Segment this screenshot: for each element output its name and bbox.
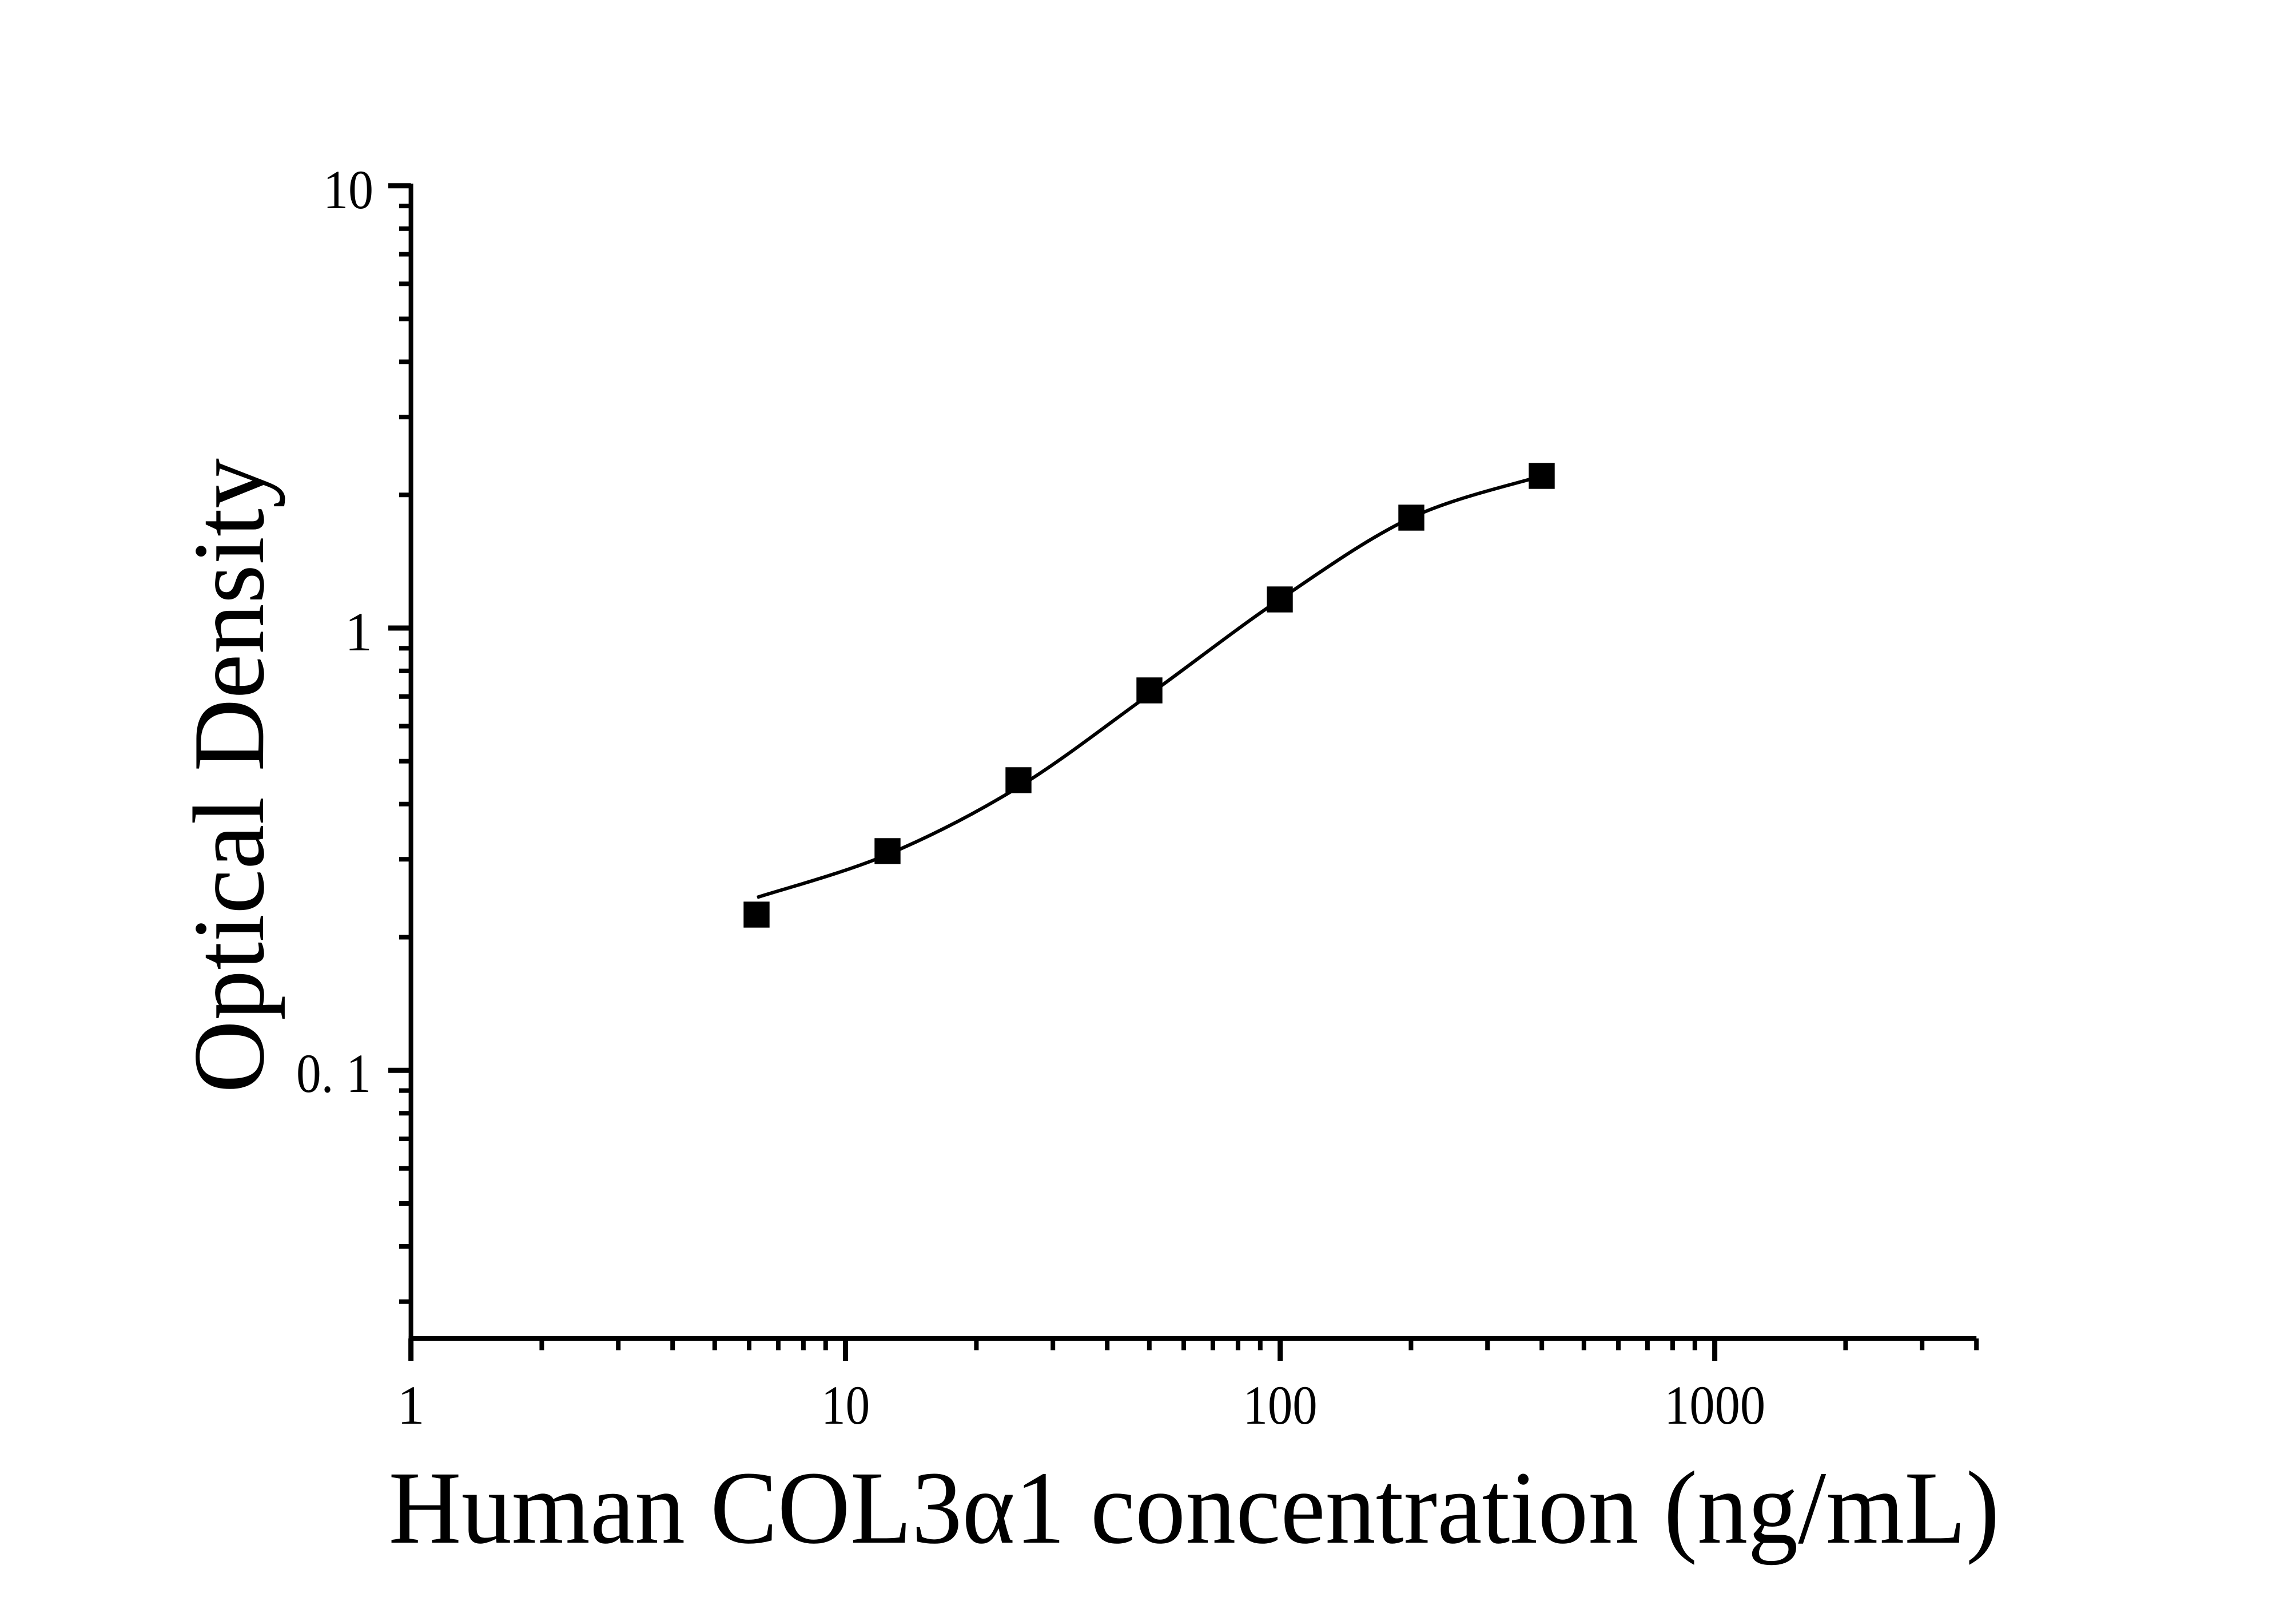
svg-text:10: 10 xyxy=(323,159,373,220)
svg-text:Optical Density: Optical Density xyxy=(172,458,285,1093)
svg-text:1: 1 xyxy=(345,601,372,662)
svg-text:10: 10 xyxy=(821,1374,870,1436)
svg-text:0. 1: 0. 1 xyxy=(296,1043,371,1104)
svg-text:1000: 1000 xyxy=(1664,1374,1765,1436)
svg-text:1: 1 xyxy=(397,1374,425,1436)
svg-text:100: 100 xyxy=(1243,1374,1318,1436)
svg-text:Human COL3α1 concentration (ng: Human COL3α1 concentration (ng/mL) xyxy=(389,1451,2000,1566)
